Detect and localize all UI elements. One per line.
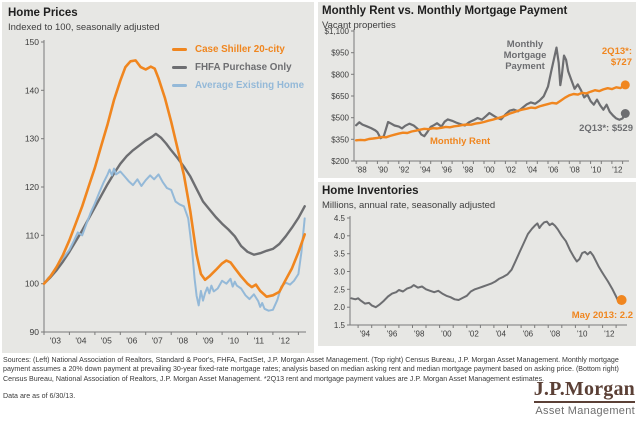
svg-text:'04: '04 [527, 166, 538, 175]
svg-text:'04: '04 [75, 336, 86, 346]
svg-text:$500: $500 [331, 114, 349, 123]
svg-text:$950: $950 [331, 49, 349, 58]
footer: Sources: (Left) National Association of … [3, 356, 625, 400]
svg-text:'08: '08 [569, 166, 580, 175]
svg-text:$350: $350 [331, 135, 349, 144]
svg-text:4.0: 4.0 [334, 232, 346, 241]
svg-text:'12: '12 [604, 330, 615, 339]
svg-text:1.5: 1.5 [334, 321, 346, 330]
legend-item-case-shiller: Case Shiller 20-city [172, 43, 304, 55]
home-inventories-title: Home Inventories [322, 185, 419, 197]
svg-text:'05: '05 [101, 336, 112, 346]
svg-text:'92: '92 [399, 166, 410, 175]
home-prices-subtitle: Indexed to 100, seasonally adjusted [8, 22, 160, 33]
svg-text:'06: '06 [126, 336, 137, 346]
svg-text:'08: '08 [550, 330, 561, 339]
home-inventories-chart-panel: Home Inventories Millions, annual rate, … [318, 182, 636, 346]
legend-item-fhfa: FHFA Purchase Only [172, 61, 304, 73]
svg-text:100: 100 [25, 279, 39, 289]
case-shiller-line-swatch [172, 47, 187, 51]
home-prices-title: Home Prices [8, 7, 78, 19]
home-inventories-plot: 1.5 2.0 2.5 3.0 3.5 4.0 4.5 '94 '96 '98 '00 '02 '04 '… [334, 214, 627, 339]
svg-text:'98: '98 [463, 166, 474, 175]
svg-text:'06: '06 [548, 166, 559, 175]
svg-text:'96: '96 [387, 330, 398, 339]
svg-text:'03: '03 [50, 336, 61, 346]
svg-text:2.5: 2.5 [334, 285, 346, 294]
svg-text:140: 140 [25, 85, 39, 95]
mortgage-latest-value-annotation: 2Q13*: $529 [579, 123, 633, 134]
svg-text:130: 130 [25, 134, 39, 144]
mortgage-series-annotation: Monthly Mortgage Payment [503, 39, 547, 73]
svg-text:$800: $800 [331, 70, 349, 79]
svg-text:3.0: 3.0 [334, 268, 346, 277]
fhfa-line-swatch [172, 65, 187, 69]
svg-text:'10: '10 [577, 330, 588, 339]
svg-text:'02: '02 [468, 330, 479, 339]
rent-vs-mortgage-plot: $200 $350 $500 $650 $800 $950 $1,100 '88 '90 '92 '… [325, 27, 630, 175]
rent-vs-mortgage-title: Monthly Rent vs. Monthly Mortgage Paymen… [322, 5, 568, 17]
svg-text:$1,100: $1,100 [325, 27, 350, 36]
legend-item-avg-existing: Average Existing Home [172, 79, 304, 91]
svg-text:'11: '11 [254, 336, 265, 346]
svg-text:'94: '94 [420, 166, 431, 175]
svg-text:150: 150 [25, 37, 39, 47]
legend-label: FHFA Purchase Only [195, 61, 292, 73]
inventories-latest-value-annotation: May 2013: 2.2 [571, 310, 633, 321]
svg-text:'12: '12 [279, 336, 290, 346]
svg-text:'04: '04 [495, 330, 506, 339]
svg-text:'90: '90 [378, 166, 389, 175]
svg-text:3.5: 3.5 [334, 250, 346, 259]
svg-text:'09: '09 [203, 336, 214, 346]
rent-vs-mortgage-subtitle: Vacant properties [322, 20, 396, 31]
rent-series-annotation: Monthly Rent [430, 136, 491, 147]
svg-text:120: 120 [25, 182, 39, 192]
rent-latest-value-annotation: 2Q13*: $727 [601, 46, 632, 69]
jpmorgan-logo: J.P.Morgan Asset Management [533, 379, 635, 417]
svg-text:'00: '00 [484, 166, 495, 175]
home-prices-chart-panel: Home Prices Indexed to 100, seasonally a… [2, 2, 314, 353]
svg-text:'88: '88 [356, 166, 367, 175]
svg-text:'10: '10 [228, 336, 239, 346]
footer-sources-text: Sources: (Left) National Association of … [3, 356, 619, 383]
svg-text:'00: '00 [441, 330, 452, 339]
home-prices-plot: 90 100 110 120 130 140 150 '03 '04 '05 '06 '07 '08 '0… [25, 37, 307, 346]
footer-data-as-of: Data are as of 6/30/13. [3, 392, 76, 401]
rent-vs-mortgage-chart-panel: Monthly Rent vs. Monthly Mortgage Paymen… [318, 2, 636, 178]
avg-existing-line-swatch [172, 83, 187, 87]
svg-text:'02: '02 [505, 166, 516, 175]
svg-text:'07: '07 [152, 336, 163, 346]
legend-label: Case Shiller 20-city [195, 43, 285, 55]
svg-text:$650: $650 [331, 92, 349, 101]
home-inventories-subtitle: Millions, annual rate, seasonally adjust… [322, 200, 496, 211]
svg-text:110: 110 [25, 230, 39, 240]
svg-text:'98: '98 [414, 330, 425, 339]
svg-text:'94: '94 [360, 330, 371, 339]
jpmorgan-logo-wordmark: J.P.Morgan [533, 379, 635, 403]
svg-text:'10: '10 [591, 166, 602, 175]
svg-text:2.0: 2.0 [334, 303, 346, 312]
legend-label: Average Existing Home [195, 79, 305, 91]
svg-text:4.5: 4.5 [334, 214, 346, 223]
svg-text:90: 90 [30, 327, 40, 337]
svg-text:$200: $200 [331, 157, 349, 166]
svg-text:'96: '96 [441, 166, 452, 175]
home-prices-legend: Case Shiller 20-city FHFA Purchase Only … [172, 43, 304, 97]
jpmorgan-logo-subtitle: Asset Management [535, 405, 635, 417]
svg-text:'12: '12 [612, 166, 623, 175]
svg-text:'08: '08 [177, 336, 188, 346]
svg-text:'06: '06 [523, 330, 534, 339]
